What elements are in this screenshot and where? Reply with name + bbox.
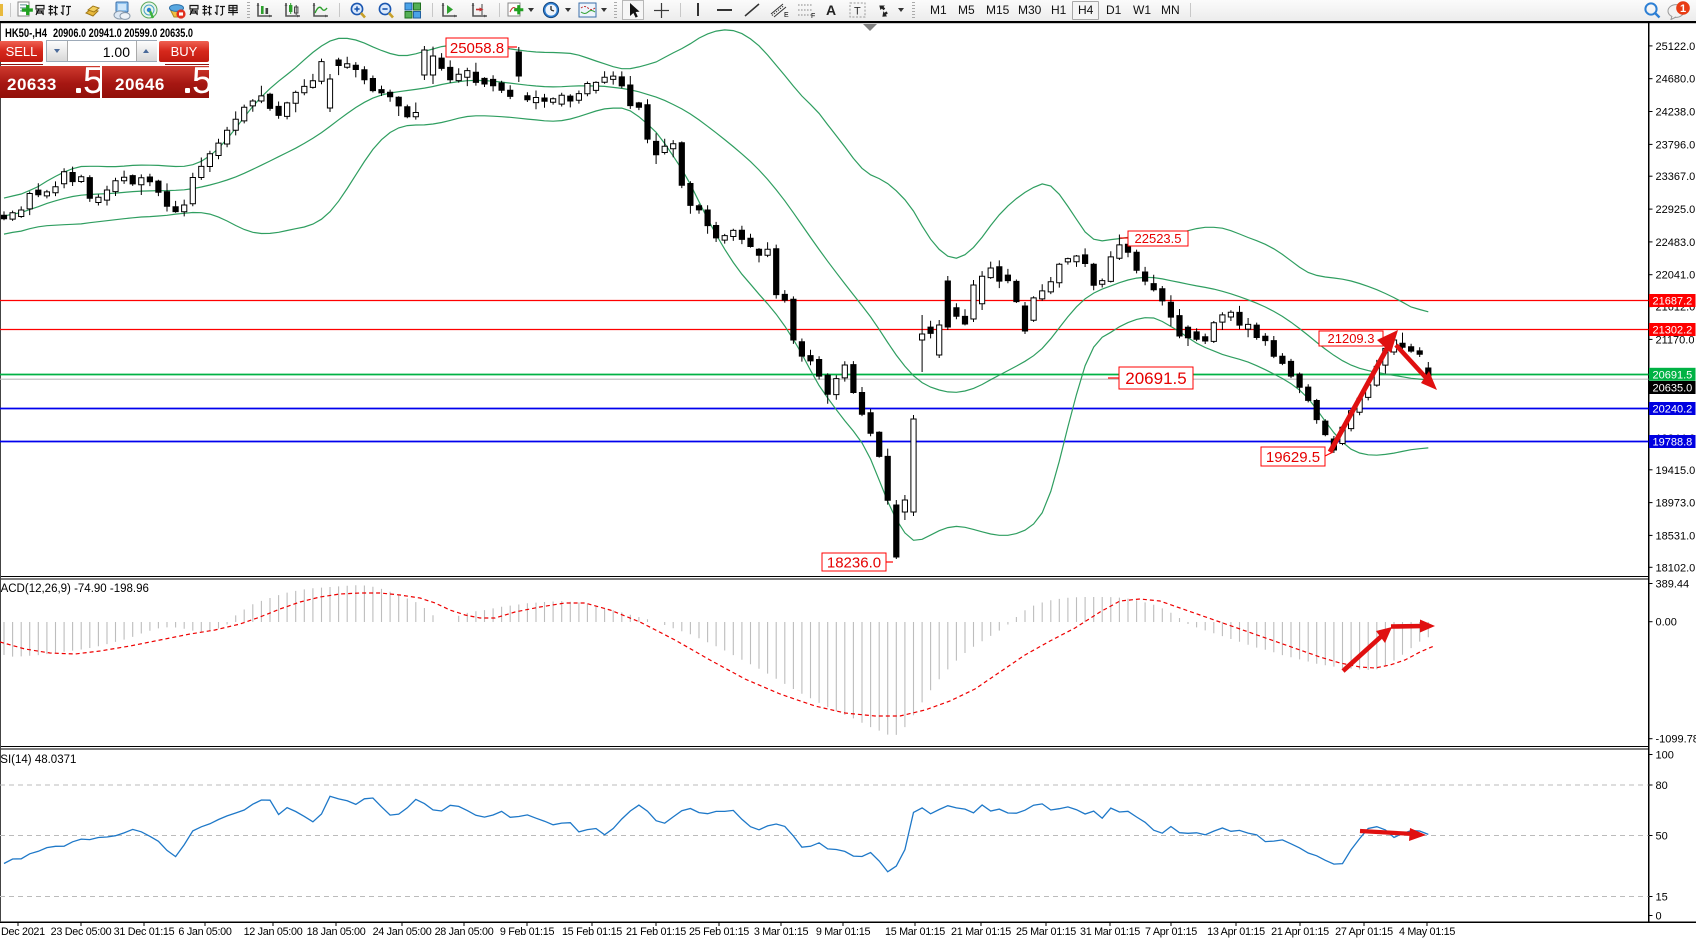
svg-text:23796.0: 23796.0 bbox=[1656, 139, 1696, 151]
svg-text:7 Apr 01:15: 7 Apr 01:15 bbox=[1145, 926, 1197, 938]
svg-text:19629.5: 19629.5 bbox=[1266, 449, 1320, 466]
svg-text:21170.0: 21170.0 bbox=[1656, 334, 1695, 346]
svg-text:25 Feb 01:15: 25 Feb 01:15 bbox=[689, 926, 749, 938]
svg-text:20635.0: 20635.0 bbox=[1653, 383, 1693, 395]
svg-text:18531.0: 18531.0 bbox=[1656, 530, 1696, 542]
svg-text:13 Apr 01:15: 13 Apr 01:15 bbox=[1207, 926, 1265, 938]
svg-text:RSI(14) 48.0371: RSI(14) 48.0371 bbox=[0, 754, 76, 766]
svg-text:22523.5: 22523.5 bbox=[1135, 231, 1182, 246]
svg-text:23367.0: 23367.0 bbox=[1656, 171, 1696, 183]
svg-text:21687.2: 21687.2 bbox=[1653, 296, 1693, 308]
svg-text:1: 1 bbox=[1680, 3, 1686, 15]
svg-text:-1099.78: -1099.78 bbox=[1656, 734, 1696, 746]
svg-text:21 Feb 01:15: 21 Feb 01:15 bbox=[626, 926, 686, 938]
svg-text:20240.2: 20240.2 bbox=[1653, 404, 1693, 416]
svg-text:389.44: 389.44 bbox=[1656, 579, 1690, 591]
svg-text:15 Feb 01:15: 15 Feb 01:15 bbox=[562, 926, 622, 938]
svg-text:HK50-,H4: HK50-,H4 bbox=[5, 26, 47, 40]
svg-text:21209.3: 21209.3 bbox=[1328, 331, 1375, 346]
svg-text:0: 0 bbox=[1656, 911, 1662, 923]
svg-text:21 Apr 01:15: 21 Apr 01:15 bbox=[1271, 926, 1329, 938]
svg-text:100: 100 bbox=[1656, 750, 1674, 762]
svg-text:31 Dec 01:15: 31 Dec 01:15 bbox=[114, 926, 175, 938]
svg-text:0.00: 0.00 bbox=[1656, 617, 1677, 629]
svg-text:24680.0: 24680.0 bbox=[1656, 74, 1696, 86]
svg-text:22041.0: 22041.0 bbox=[1656, 270, 1696, 282]
svg-text:20906.0 20941.0 20599.0 20635.: 20906.0 20941.0 20599.0 20635.0 bbox=[53, 26, 193, 40]
svg-text:20691.5: 20691.5 bbox=[1653, 369, 1693, 381]
svg-text:9 Feb 01:15: 9 Feb 01:15 bbox=[500, 926, 555, 938]
svg-text:28 Jan 05:00: 28 Jan 05:00 bbox=[435, 926, 494, 938]
svg-text:19415.0: 19415.0 bbox=[1656, 465, 1696, 477]
svg-text:MACD(12,26,9) -74.90 -198.96: MACD(12,26,9) -74.90 -198.96 bbox=[0, 583, 149, 595]
svg-text:23 Dec 05:00: 23 Dec 05:00 bbox=[51, 926, 112, 938]
svg-text:18 Jan 05:00: 18 Jan 05:00 bbox=[307, 926, 366, 938]
svg-text:3 Mar 01:15: 3 Mar 01:15 bbox=[754, 926, 809, 938]
svg-text:4 May 01:15: 4 May 01:15 bbox=[1399, 926, 1455, 938]
svg-text:12 Jan 05:00: 12 Jan 05:00 bbox=[244, 926, 303, 938]
svg-text:21 Mar 01:15: 21 Mar 01:15 bbox=[951, 926, 1011, 938]
svg-text:T: T bbox=[854, 6, 861, 18]
svg-text:15: 15 bbox=[1656, 892, 1668, 904]
svg-text:20691.5: 20691.5 bbox=[1125, 369, 1186, 388]
svg-text:19788.8: 19788.8 bbox=[1653, 437, 1693, 449]
svg-text:22925.0: 22925.0 bbox=[1656, 204, 1696, 216]
svg-text:Dec 2021: Dec 2021 bbox=[1, 926, 45, 938]
svg-text:18102.0: 18102.0 bbox=[1656, 562, 1696, 574]
svg-text:25122.0: 25122.0 bbox=[1656, 41, 1696, 53]
svg-text:E: E bbox=[784, 12, 789, 19]
svg-text:31 Mar 01:15: 31 Mar 01:15 bbox=[1080, 926, 1140, 938]
svg-text:27 Apr 01:15: 27 Apr 01:15 bbox=[1335, 926, 1393, 938]
svg-text:18236.0: 18236.0 bbox=[827, 554, 881, 571]
svg-text:22483.0: 22483.0 bbox=[1656, 237, 1696, 249]
svg-text:25 Mar 01:15: 25 Mar 01:15 bbox=[1016, 926, 1076, 938]
svg-text:24 Jan 05:00: 24 Jan 05:00 bbox=[373, 926, 432, 938]
svg-text:25058.8: 25058.8 bbox=[450, 40, 504, 57]
svg-text:F: F bbox=[811, 13, 815, 19]
svg-text:24238.0: 24238.0 bbox=[1656, 107, 1696, 119]
svg-text:9 Mar 01:15: 9 Mar 01:15 bbox=[816, 926, 871, 938]
svg-text:50: 50 bbox=[1656, 831, 1668, 843]
svg-text:15 Mar 01:15: 15 Mar 01:15 bbox=[885, 926, 945, 938]
svg-text:6 Jan 05:00: 6 Jan 05:00 bbox=[178, 926, 231, 938]
svg-text:18973.0: 18973.0 bbox=[1656, 498, 1696, 510]
svg-text:80: 80 bbox=[1656, 780, 1668, 792]
svg-text:21302.2: 21302.2 bbox=[1653, 325, 1693, 337]
